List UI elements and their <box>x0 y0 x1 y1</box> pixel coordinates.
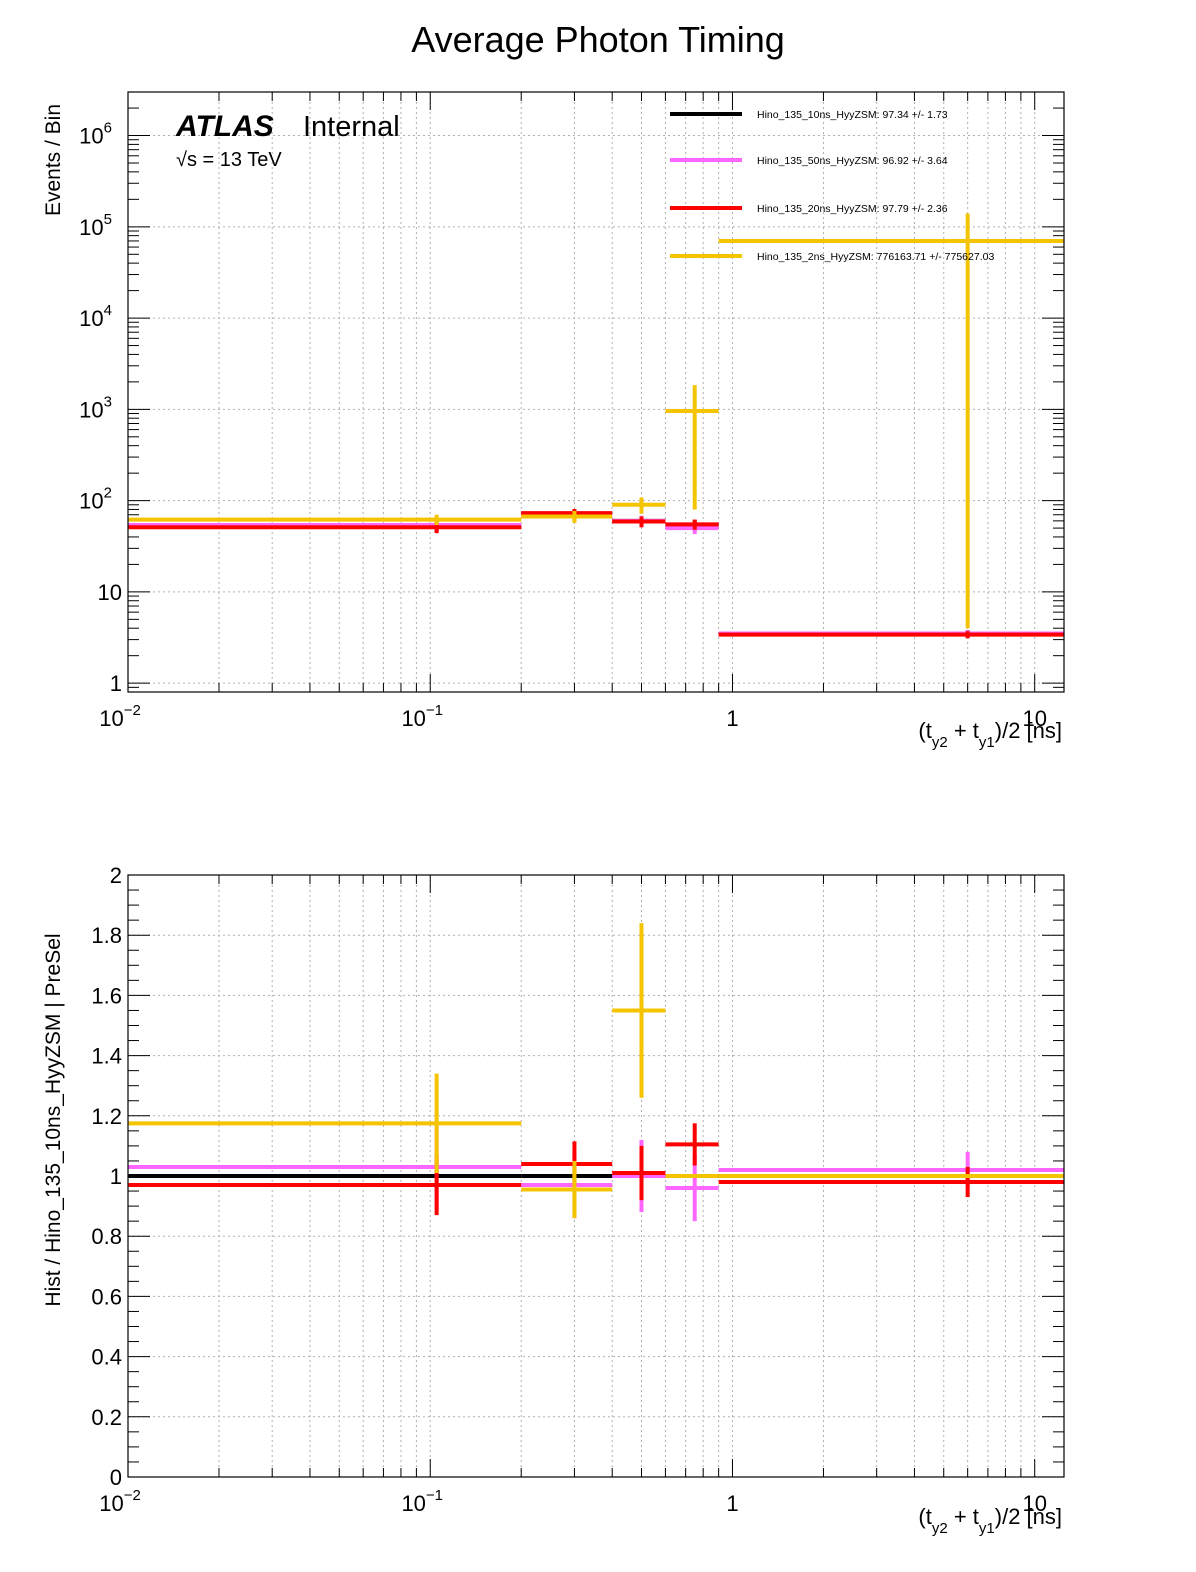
bot-series-yellow <box>128 923 1064 1219</box>
top-series-red <box>128 508 1064 639</box>
top-x-axis-label: (ty2 + ty1)/2 [ns] <box>918 718 1062 751</box>
top-x-label-part: )/2 [ns] <box>995 718 1062 743</box>
top-y-tick-label: 1 <box>110 671 122 696</box>
top-y-tick-exp: 4 <box>104 302 112 319</box>
bottom-y-tick-labels: 0 0.2 0.4 0.6 0.8 1 1.2 1.4 1.6 1.8 2 <box>91 863 122 1490</box>
bot-x-label-sub: y2 <box>932 1520 948 1537</box>
atlas-status: Internal <box>303 111 400 143</box>
legend-entry-yellow: Hino_135_2ns_HyyZSM: 776163.71 +/- 77562… <box>757 251 994 263</box>
bot-x-label-part: (t <box>918 1504 931 1529</box>
bot-x-tick-label: 10 <box>1022 1491 1046 1516</box>
bottom-series <box>128 923 1064 1222</box>
top-y-tick-label: 103 <box>79 393 112 422</box>
legend-entry-black: Hino_135_10ns_HyyZSM: 97.34 +/- 1.73 <box>757 109 948 121</box>
top-y-tick-label: 102 <box>79 485 112 514</box>
top-grid <box>127 92 1064 692</box>
bot-x-label-part: + t <box>948 1504 979 1529</box>
top-x-tick-label: 10−2 <box>99 702 141 731</box>
top-x-tick-label: 10 <box>1022 706 1046 731</box>
bot-x-tick-label: 1 <box>726 1491 738 1516</box>
bot-y-tick-label: 0.4 <box>91 1345 122 1370</box>
top-x-axis-label-text: (ty2 + ty1)/2 [ns] <box>918 718 1062 751</box>
bot-x-label-sub: y1 <box>979 1520 995 1537</box>
top-y-tick-label: 106 <box>79 120 112 149</box>
bot-x-tick-label: 10−2 <box>99 1487 141 1516</box>
top-x-label-part: + t <box>948 718 979 743</box>
top-y-tick-label: 104 <box>79 302 112 331</box>
bot-y-tick-label: 1 <box>110 1164 122 1189</box>
top-x-label-sub: y1 <box>979 734 995 751</box>
bottom-panel: 00.20.40.60.811.21.41.61.82 10−2 10−1 1 10 … <box>42 863 1065 1537</box>
top-y-tick-label: 105 <box>79 211 112 240</box>
bottom-plot-frame <box>127 874 1065 1478</box>
top-x-tick-labels: 10−2 10−1 1 10 <box>99 702 1047 731</box>
top-series-magenta <box>128 510 1064 638</box>
bot-x-tick-label: 10−1 <box>401 1487 443 1516</box>
top-y-tick-exp: 6 <box>104 120 112 137</box>
bot-y-tick-label: 1.6 <box>91 983 122 1008</box>
bot-x-label-part: )/2 [ns] <box>995 1504 1062 1529</box>
top-series <box>128 213 1064 639</box>
legend: Hino_135_10ns_HyyZSM: 97.34 +/- 1.73 Hino… <box>670 109 994 263</box>
bot-y-tick-label: 2 <box>110 863 122 888</box>
bot-y-tick-label: 0.6 <box>91 1284 122 1309</box>
bot-y-tick-label: 1.8 <box>91 923 122 948</box>
top-x-tick-exp: −1 <box>426 702 443 719</box>
bottom-x-axis-label: (ty2 + ty1)/2 [ns] <box>918 1504 1062 1537</box>
top-y-tick-exp: 5 <box>104 211 112 228</box>
top-x-label-part: (t <box>918 718 931 743</box>
bot-y-tick-label: 1.4 <box>91 1044 122 1069</box>
top-ticks <box>127 91 1064 693</box>
top-y-tick-labels: 1 10 102 103 104 105 106 <box>79 120 122 697</box>
bot-y-tick-label: 0.2 <box>91 1405 122 1430</box>
bot-y-tick-label: 0 <box>110 1465 122 1490</box>
bottom-x-tick-labels: 10−2 10−1 1 10 <box>99 1487 1047 1516</box>
bot-series-magenta <box>128 1124 1064 1222</box>
energy-label: √s = 13 TeV <box>176 149 282 171</box>
legend-entry-red: Hino_135_20ns_HyyZSM: 97.79 +/- 2.36 <box>757 203 948 215</box>
top-y-axis-label: Events / Bin <box>42 104 65 216</box>
top-x-tick-label: 10−1 <box>401 702 443 731</box>
atlas-label: ATLAS <box>175 110 274 143</box>
chart-title: Average Photon Timing <box>411 19 785 60</box>
top-x-label-sub: y2 <box>932 734 948 751</box>
bottom-y-axis-label: Hist / Hino_135_10ns_HyyZSM | PreSel <box>42 933 65 1306</box>
bot-y-tick-label: 1.2 <box>91 1104 122 1129</box>
top-x-tick-label: 1 <box>726 706 738 731</box>
top-x-tick-exp: −2 <box>124 702 141 719</box>
bot-y-tick-label: 0.8 <box>91 1224 122 1249</box>
top-y-tick-label: 10 <box>98 580 122 605</box>
legend-entry-magenta: Hino_135_50ns_HyyZSM: 96.92 +/- 3.64 <box>757 155 948 167</box>
bottom-x-axis-label-text: (ty2 + ty1)/2 [ns] <box>918 1504 1062 1537</box>
top-y-tick-exp: 2 <box>104 485 112 502</box>
top-y-tick-exp: 3 <box>104 393 112 410</box>
top-series-yellow <box>128 213 1064 629</box>
bot-x-tick-exp: −2 <box>124 1487 141 1504</box>
top-plot-frame <box>127 91 1065 693</box>
bot-x-tick-exp: −1 <box>426 1487 443 1504</box>
top-panel: 1 10 102 103 104 105 106 10−2 10−1 1 10 Events / … <box>42 91 1065 751</box>
